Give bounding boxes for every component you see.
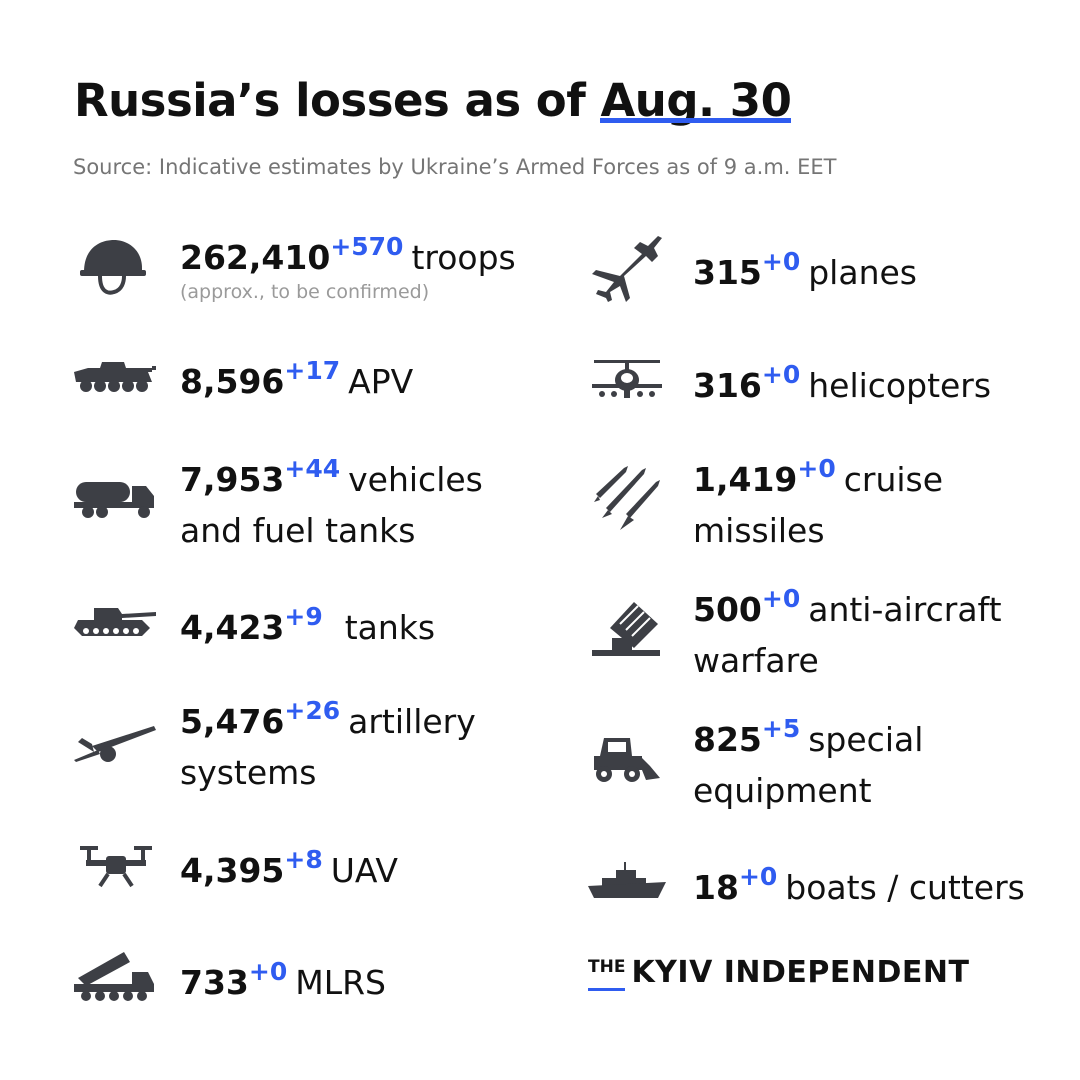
stat-text: 5,476+26 artillery systems bbox=[180, 696, 476, 797]
apv-icon bbox=[72, 358, 156, 398]
stat-value: 500 bbox=[693, 590, 762, 629]
artillery-icon bbox=[72, 720, 158, 766]
stat-delta: +0 bbox=[248, 957, 288, 986]
page-title: Russia’s losses as of Aug. 30 bbox=[74, 74, 792, 127]
stat-value: 315 bbox=[693, 253, 762, 292]
stat-delta: +5 bbox=[761, 714, 801, 743]
stat-text: 4,395+8 UAV bbox=[180, 845, 398, 898]
stat-label: planes bbox=[808, 253, 917, 292]
stat-label: UAV bbox=[330, 851, 398, 890]
stat-label-line2: missiles bbox=[693, 511, 825, 550]
stat-delta: +26 bbox=[284, 696, 341, 725]
stat-label: artillery bbox=[348, 702, 476, 741]
stat-value: 8,596 bbox=[180, 362, 285, 401]
stat-text: 8,596+17 APV bbox=[180, 356, 414, 409]
stat-note: (approx., to be confirmed) bbox=[180, 281, 430, 303]
fuel-truck-icon bbox=[72, 476, 158, 520]
stat-label-line2: systems bbox=[180, 753, 317, 792]
stat-value: 733 bbox=[180, 963, 249, 1002]
helicopter-icon bbox=[590, 358, 664, 402]
stat-value: 316 bbox=[693, 366, 762, 405]
tank-icon bbox=[72, 604, 158, 640]
stat-label: vehicles bbox=[348, 460, 483, 499]
brand-name: KYIV INDEPENDENT bbox=[631, 955, 970, 990]
missile-icon bbox=[594, 464, 660, 534]
stat-delta: +0 bbox=[738, 862, 778, 891]
stat-text: 500+0 anti-aircraft warfare bbox=[693, 584, 1002, 685]
stat-delta: +9 bbox=[284, 602, 323, 631]
brand-logo: THE KYIV INDEPENDENT bbox=[588, 955, 970, 991]
ship-icon bbox=[586, 860, 668, 900]
stat-delta: +44 bbox=[284, 454, 341, 483]
source-note: Source: Indicative estimates by Ukraine’… bbox=[73, 155, 837, 179]
stat-value: 1,419 bbox=[693, 460, 798, 499]
stat-text: 7,953+44 vehicles and fuel tanks bbox=[180, 454, 483, 555]
stat-delta: +0 bbox=[797, 454, 836, 483]
stat-label: helicopters bbox=[808, 366, 992, 405]
stat-delta: +0 bbox=[761, 584, 801, 613]
title-date: Aug. 30 bbox=[600, 74, 792, 127]
plane-icon bbox=[590, 234, 662, 304]
stat-label: special bbox=[808, 720, 924, 759]
drone-icon bbox=[78, 842, 154, 888]
stat-label-line2: warfare bbox=[693, 641, 819, 680]
stat-text: 262,410+570 troops (approx., to be confir… bbox=[180, 232, 516, 303]
bulldozer-icon bbox=[590, 736, 662, 784]
stat-label-line2: and fuel tanks bbox=[180, 511, 416, 550]
stat-value: 4,395 bbox=[180, 851, 285, 890]
stat-text: 4,423+9 tanks bbox=[180, 602, 436, 655]
stat-text: 1,419+0 cruise missiles bbox=[693, 454, 944, 555]
stat-label: cruise bbox=[843, 460, 944, 499]
stat-value: 7,953 bbox=[180, 460, 285, 499]
stat-value: 825 bbox=[693, 720, 762, 759]
stat-delta: +0 bbox=[761, 247, 801, 276]
stat-label: boats / cutters bbox=[785, 868, 1025, 907]
stat-text: 18+0 boats / cutters bbox=[693, 862, 1025, 915]
stat-text: 315+0 planes bbox=[693, 247, 917, 300]
stat-text: 316+0 helicopters bbox=[693, 360, 992, 413]
stat-text: 733+0 MLRS bbox=[180, 957, 386, 1010]
mlrs-icon bbox=[72, 948, 156, 1004]
stat-label: anti-aircraft bbox=[808, 590, 1002, 629]
stat-label: troops bbox=[411, 238, 516, 277]
title-main: Russia’s losses as of bbox=[74, 74, 586, 127]
stat-label: APV bbox=[348, 362, 414, 401]
stat-delta: +8 bbox=[284, 845, 323, 874]
stat-delta: +570 bbox=[330, 232, 404, 261]
stat-delta: +17 bbox=[284, 356, 341, 385]
stat-label: MLRS bbox=[295, 963, 386, 1002]
stat-value: 4,423 bbox=[180, 608, 285, 647]
stat-text: 825+5 special equipment bbox=[693, 714, 924, 815]
stat-value: 262,410 bbox=[180, 238, 331, 277]
stat-label: tanks bbox=[344, 608, 436, 647]
helmet-icon bbox=[78, 236, 148, 298]
anti-aircraft-icon bbox=[590, 598, 662, 660]
brand-the: THE bbox=[588, 957, 626, 991]
stat-label-line2: equipment bbox=[693, 771, 872, 810]
stat-delta: +0 bbox=[761, 360, 801, 389]
stat-value: 18 bbox=[693, 868, 739, 907]
stat-value: 5,476 bbox=[180, 702, 285, 741]
